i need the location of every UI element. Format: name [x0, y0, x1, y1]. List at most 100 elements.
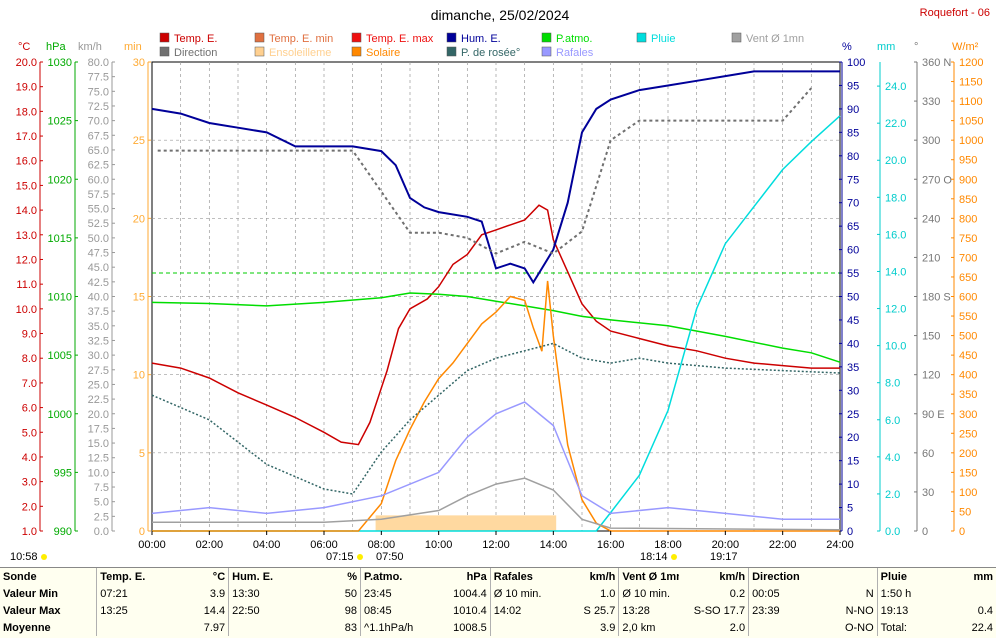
solar-tick-label: 600: [959, 292, 977, 304]
legend-label: P.atmo.: [556, 33, 593, 45]
legend-swatch: [351, 46, 362, 57]
temp-tick-label: 14.0: [16, 205, 37, 217]
x-tick-label: 14:00: [540, 539, 568, 551]
sun_min-tick-label: 15: [133, 292, 145, 304]
temp-tick-label: 16.0: [16, 156, 37, 168]
legend-swatch: [446, 32, 457, 43]
x-tick-label: 04:00: [253, 539, 281, 551]
summary-cell-time: Ø 10 min.: [618, 585, 680, 602]
day-length: 10:58: [10, 551, 38, 563]
wind-tick-label: 42.5: [88, 277, 109, 289]
wind-tick-label: 5.0: [94, 497, 109, 509]
solar-tick-label: 850: [959, 194, 977, 206]
legend-label: Temp. E. min: [269, 33, 333, 45]
temp-tick-label: 4.0: [22, 452, 37, 464]
weather-chart: dimanche, 25/02/2024 Roquefort - 06 °C h…: [10, 7, 990, 563]
temp-tick-label: 2.0: [22, 501, 37, 513]
humidity-tick-label: 25: [847, 409, 859, 421]
rain-tick-label: 6.0: [885, 415, 900, 427]
temp-tick-label: 9.0: [22, 329, 37, 341]
summary-header: Vent Ø 1mn: [618, 568, 680, 585]
summary-cell-value: 0.2: [729, 587, 746, 600]
legend-label: Temp. E.: [174, 33, 217, 45]
solar-tick-label: 250: [959, 428, 977, 440]
sun_min-tick-label: 0: [139, 526, 145, 538]
summary-row-label: Valeur Min: [3, 587, 59, 600]
rain-tick-label: 4.0: [885, 452, 900, 464]
direction-tick-label: 210: [922, 252, 940, 264]
humidity-unit: %: [842, 41, 852, 53]
summary-cell-time: Total:: [876, 619, 938, 636]
solar-tick-label: 50: [959, 506, 971, 518]
sun_min-tick-label: 10: [133, 370, 145, 382]
summary-cell-value: 3.9: [209, 587, 226, 600]
x-axis: 00:00 02:00 04:00 06:00 08:00 10:00 12:00 14:00…: [138, 531, 854, 551]
legend-label: Rafales: [556, 47, 594, 59]
legend-label: Ensoleilleme: [269, 47, 331, 59]
summary-panel: Sonde Temp. E. °C Hum. E.% P.atmo. hPa Rafales…: [0, 567, 996, 638]
temp-tick-label: 17.0: [16, 131, 37, 143]
direction-tick-label: 240: [922, 213, 940, 225]
summary-unit: °C: [212, 570, 226, 583]
legend-label: P. de rosée°: [461, 47, 520, 59]
legend-swatch: [351, 32, 362, 43]
x-tick-label: 20:00: [712, 539, 740, 551]
solar-tick-label: 1000: [959, 135, 983, 147]
series-lines: [151, 70, 841, 532]
sunset-icon: [671, 554, 677, 560]
solar-tick-label: 100: [959, 487, 977, 499]
temp-tick-label: 19.0: [16, 82, 37, 94]
series-p-de-ros-e-: [151, 342, 841, 495]
summary-cell-value: 1004.4: [453, 587, 487, 600]
pressure-unit: hPa: [46, 41, 66, 53]
wind-tick-label: 30.0: [88, 350, 109, 362]
rain-tick-label: 24.0: [885, 81, 906, 93]
direction-tick-label: 360 N: [922, 57, 951, 69]
legend-swatch: [159, 46, 170, 57]
wind-tick-label: 37.5: [88, 306, 109, 318]
summary-cell-time: [748, 619, 821, 636]
temp-tick-label: 5.0: [22, 427, 37, 439]
wind-tick-label: 47.5: [88, 248, 109, 260]
solar-tick-label: 650: [959, 272, 977, 284]
summary-cell-value: 22.4: [971, 621, 993, 634]
sun_min-tick-label: 25: [133, 135, 145, 147]
summary-cell-time: 23:45: [360, 585, 432, 602]
solar-unit: W/m²: [952, 41, 979, 53]
x-tick-label: 08:00: [368, 539, 396, 551]
wind-unit: km/h: [78, 41, 102, 53]
summary-header: P.atmo.: [360, 568, 432, 585]
pressure-tick-label: 1025: [48, 116, 72, 128]
wind-tick-label: 17.5: [88, 423, 109, 435]
humidity-tick-label: 90: [847, 104, 859, 116]
summary-unit: hPa: [466, 570, 487, 583]
direction-tick-label: 120: [922, 370, 940, 382]
summary-cell-time: 23:39: [748, 602, 821, 619]
summary-header: Sonde: [3, 570, 37, 583]
wind-tick-label: 20.0: [88, 409, 109, 421]
wind-tick-label: 15.0: [88, 438, 109, 450]
rain-tick-label: 12.0: [885, 304, 906, 316]
summary-cell-time: 22:50: [228, 602, 306, 619]
series-rafales: [151, 401, 840, 521]
summary-cell-value: 7.97: [203, 621, 226, 634]
humidity-tick-label: 15: [847, 456, 859, 468]
legend-swatch: [541, 46, 552, 57]
x-tick-label: 00:00: [138, 539, 166, 551]
wind-tick-label: 10.0: [88, 467, 109, 479]
summary-cell-time: 08:45: [360, 602, 432, 619]
series-temp-e-: [151, 204, 840, 446]
summary-cell-time: 13:30: [228, 585, 306, 602]
pressure-tick-label: 1000: [48, 409, 72, 421]
summary-cell-value: 0.4: [977, 604, 993, 617]
sun-markers: 10:58 07:15 07:50 18:14 19:17: [10, 551, 738, 563]
series-hum-e-: [151, 70, 840, 285]
summary-cell-value: N-NO: [845, 604, 874, 617]
station-name: Roquefort - 06: [920, 7, 990, 19]
rain-tick-label: 18.0: [885, 192, 906, 204]
sunshine-bar: [375, 515, 557, 531]
summary-cell-value: O-NO: [844, 621, 874, 634]
humidity-tick-label: 80: [847, 151, 859, 163]
wind-tick-label: 50.0: [88, 233, 109, 245]
rain-tick-label: 14.0: [885, 266, 906, 278]
